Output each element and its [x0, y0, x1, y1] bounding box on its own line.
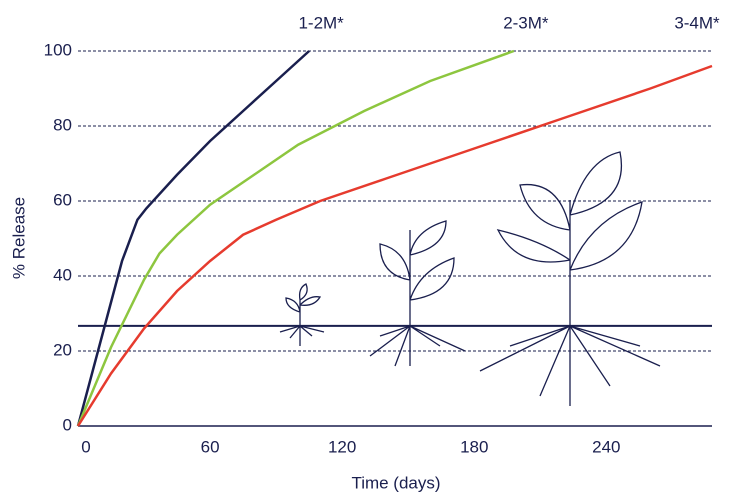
x-tick-label: 60: [201, 437, 220, 456]
x-tick-label: 180: [460, 437, 488, 456]
plant-illustrations: [279, 151, 661, 406]
series-line: [76, 64, 713, 427]
series-line: [76, 49, 515, 427]
series-label: 2-3M*: [503, 13, 549, 32]
series-label: 1-2M*: [298, 13, 344, 32]
y-axis-label: % Release: [9, 197, 28, 279]
y-tick-label: 100: [44, 40, 72, 59]
series-label: 3-4M*: [674, 13, 720, 32]
y-tick-label: 20: [53, 340, 72, 359]
series-line: [76, 50, 310, 427]
y-tick-label: 60: [53, 190, 72, 209]
x-tick-label: 240: [592, 437, 620, 456]
y-tick-label: 40: [53, 265, 72, 284]
x-axis-label: Time (days): [351, 473, 440, 492]
x-tick-label: 0: [81, 437, 90, 456]
x-tick-label: 120: [328, 437, 356, 456]
y-tick-label: 80: [53, 115, 72, 134]
y-tick-label: 0: [63, 415, 72, 434]
